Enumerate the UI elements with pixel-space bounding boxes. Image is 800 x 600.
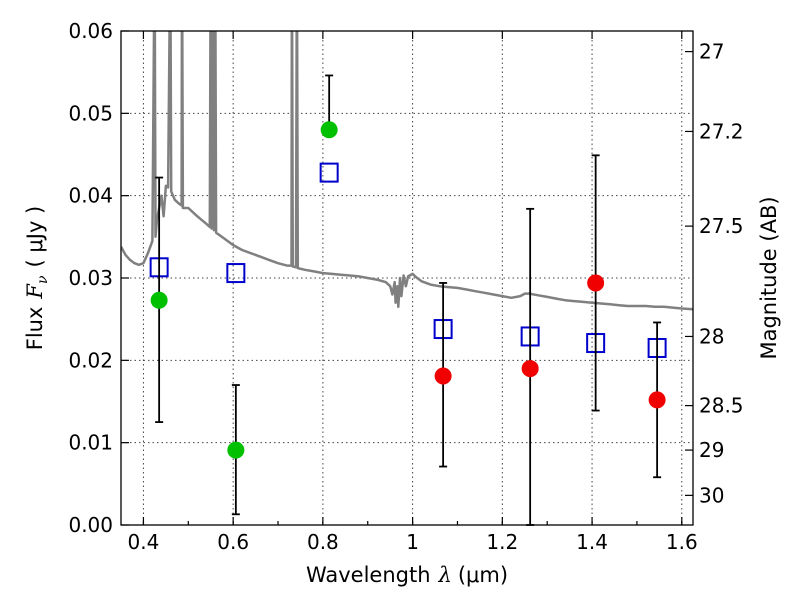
data-markers — [149, 162, 667, 358]
right-tick-label: 27.5 — [699, 214, 744, 238]
x-tick-label: 1 — [406, 530, 419, 554]
data-point — [150, 291, 168, 309]
data-point — [587, 274, 605, 292]
y-tick-label: 0.00 — [68, 513, 113, 537]
right-tick-label: 27.2 — [699, 119, 744, 143]
y-tick-label: 0.06 — [68, 19, 113, 43]
data-point — [227, 441, 245, 459]
errorbars-overflow — [150, 74, 666, 526]
y-tick-label: 0.04 — [68, 184, 113, 208]
x-tick-label: 1.2 — [486, 530, 518, 554]
data-point — [521, 360, 539, 378]
right-tick-label: 27 — [699, 40, 724, 64]
plot-area — [121, 31, 693, 358]
data-point — [648, 391, 666, 409]
x-tick-label: 1.4 — [576, 530, 608, 554]
right-tick-label: 29 — [699, 438, 724, 462]
right-axis-title: Magnitude (AB) — [757, 196, 781, 359]
y-tick-label: 0.05 — [68, 101, 113, 125]
data-point — [434, 367, 452, 385]
right-tick-label: 28.5 — [699, 394, 744, 418]
right-tick-label: 30 — [699, 483, 724, 507]
axis-ticks: 0.4 0.6 0.8 1 1.2 1.4 1.6 0.00 0.01 0.02 0.03 0.04 0… — [68, 19, 743, 554]
x-tick-label: 0.4 — [128, 530, 160, 554]
model-square — [226, 263, 246, 284]
data-point — [320, 121, 338, 139]
y-tick-label: 0.01 — [68, 431, 113, 455]
y-tick-label: 0.02 — [68, 348, 113, 372]
spectrum-line — [121, 31, 693, 311]
error-bar — [325, 74, 334, 130]
y-tick-label: 0.03 — [68, 266, 113, 290]
x-tick-label: 1.6 — [666, 530, 698, 554]
x-axis-title: Wavelength λ (μm) — [306, 563, 508, 587]
right-tick-label: 28 — [699, 324, 724, 348]
x-tick-label: 0.6 — [217, 530, 249, 554]
x-tick-label: 0.8 — [307, 530, 339, 554]
y-axis-title: FluxFν( μJy ) — [23, 206, 51, 350]
model-square — [319, 162, 339, 183]
